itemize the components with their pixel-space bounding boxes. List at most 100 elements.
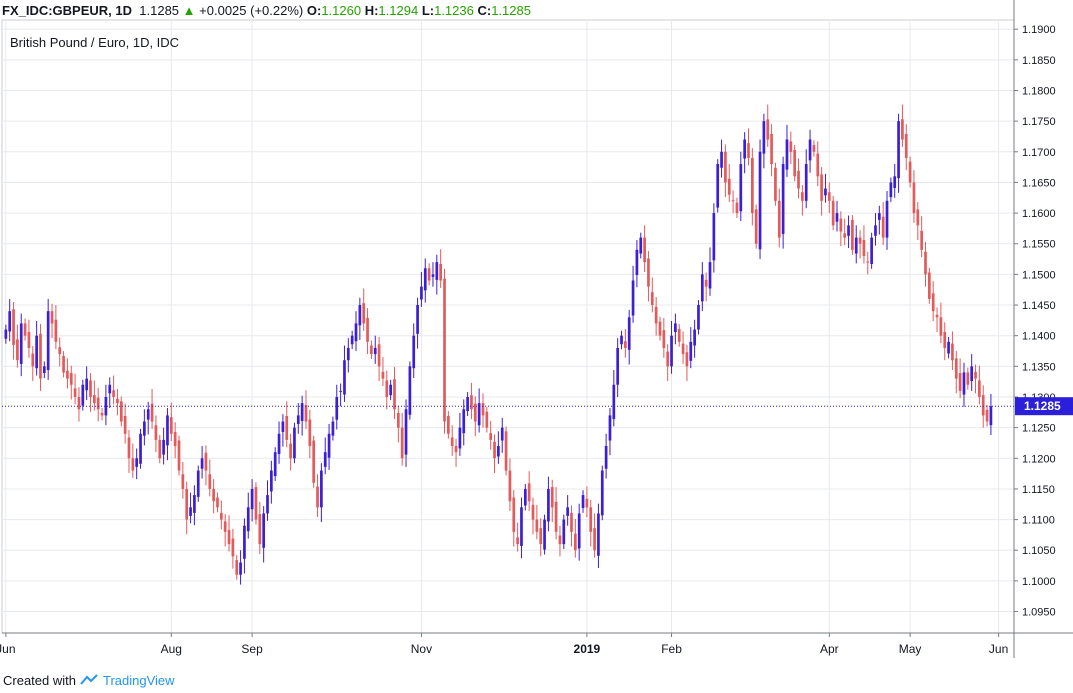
- candle-body: [462, 409, 466, 434]
- candle-body: [962, 372, 966, 395]
- price-change: +0.0025 (+0.22%): [199, 3, 304, 18]
- x-tick-label: 2019: [574, 642, 601, 656]
- candle-body: [904, 134, 908, 158]
- candle-body: [227, 530, 231, 545]
- candle-body: [162, 439, 165, 455]
- candle-body: [774, 167, 777, 201]
- candle-body: [808, 139, 812, 161]
- candle-body: [23, 323, 27, 336]
- candle-body: [454, 446, 458, 453]
- candle-body: [520, 507, 523, 546]
- candle-body: [547, 488, 550, 522]
- candle-body: [781, 164, 785, 234]
- candle-body: [408, 366, 412, 415]
- candle-body: [181, 474, 185, 489]
- candle-body: [254, 487, 258, 520]
- candle-body: [173, 431, 177, 447]
- y-tick-label: 1.1350: [1022, 361, 1056, 373]
- candle-body: [870, 237, 873, 264]
- candle-body: [81, 384, 85, 406]
- candle-body: [897, 121, 900, 179]
- candle-body: [789, 141, 793, 152]
- candle-body: [577, 513, 581, 549]
- candle-body: [293, 427, 296, 459]
- candle-body: [631, 280, 635, 316]
- candle-body: [42, 366, 46, 374]
- y-tick-label: 1.1650: [1022, 177, 1056, 189]
- candle-body: [674, 323, 677, 333]
- candle-body: [16, 339, 19, 361]
- candle-body: [508, 470, 512, 502]
- candle-body: [966, 372, 970, 385]
- x-tick-label: Feb: [661, 642, 682, 656]
- candle-body: [93, 395, 96, 404]
- candle-body: [881, 216, 885, 238]
- candle-body: [816, 153, 820, 177]
- candle-body: [481, 403, 485, 416]
- candle-body: [54, 319, 58, 342]
- candle-body: [219, 512, 223, 520]
- candle-body: [177, 440, 181, 471]
- candle-body: [235, 560, 239, 575]
- candle-body: [854, 237, 858, 254]
- y-tick-label: 1.1500: [1022, 269, 1056, 281]
- candle-body: [608, 415, 612, 441]
- x-tick-label: May: [899, 642, 922, 656]
- candle-body: [851, 219, 854, 250]
- candle-body: [500, 427, 504, 441]
- high-value: 1.1294: [378, 3, 419, 18]
- candle-body: [389, 384, 392, 396]
- footer: Created with TradingView: [3, 673, 175, 688]
- candle-body: [820, 174, 823, 201]
- candle-body: [954, 358, 958, 379]
- low-label: L:: [421, 3, 435, 18]
- candle-body: [119, 401, 123, 422]
- candle-body: [877, 213, 881, 220]
- candle-body: [404, 409, 408, 455]
- candle-body: [700, 274, 704, 302]
- candle-body: [585, 498, 589, 508]
- candle-body: [516, 537, 519, 545]
- candle-body: [420, 286, 423, 300]
- candle-body: [77, 396, 81, 410]
- candle-body: [400, 427, 404, 459]
- candle-body: [908, 161, 912, 183]
- y-tick-label: 1.1100: [1022, 515, 1055, 527]
- candle-body: [343, 360, 346, 395]
- candle-body: [920, 230, 923, 250]
- candle-body: [658, 321, 662, 336]
- candle-body: [981, 395, 985, 416]
- candle-body: [777, 200, 781, 238]
- candle-body: [747, 143, 750, 158]
- candle-body: [654, 306, 658, 324]
- tradingview-brand[interactable]: TradingView: [103, 673, 175, 688]
- candle-body: [12, 309, 15, 345]
- candle-body: [497, 446, 500, 457]
- candle-body: [193, 495, 196, 513]
- close-label: C:: [477, 3, 492, 18]
- candle-body: [300, 403, 304, 421]
- candle-body: [535, 519, 539, 532]
- candle-body: [331, 421, 335, 436]
- candle-body: [785, 139, 789, 170]
- candle-body: [350, 335, 354, 345]
- candle-body: [450, 437, 454, 447]
- candle-body: [150, 403, 154, 422]
- candle-body: [69, 373, 73, 385]
- candle-body: [396, 412, 400, 428]
- candle-body: [858, 237, 862, 244]
- candle-body: [627, 317, 631, 350]
- candle-body: [370, 345, 373, 355]
- open-label: O:: [306, 3, 322, 18]
- candle-body: [358, 305, 362, 326]
- candle-body: [716, 164, 720, 208]
- candle-body: [439, 263, 443, 281]
- symbol-label[interactable]: FX_IDC:GBPEUR, 1D: [2, 3, 133, 18]
- candle-body: [112, 390, 115, 397]
- tradingview-logo-icon[interactable]: [79, 673, 103, 688]
- x-tick-label: Nov: [411, 642, 432, 656]
- candle-body: [504, 431, 508, 471]
- candle-body: [893, 176, 897, 188]
- y-tick-label: 1.1450: [1022, 300, 1056, 312]
